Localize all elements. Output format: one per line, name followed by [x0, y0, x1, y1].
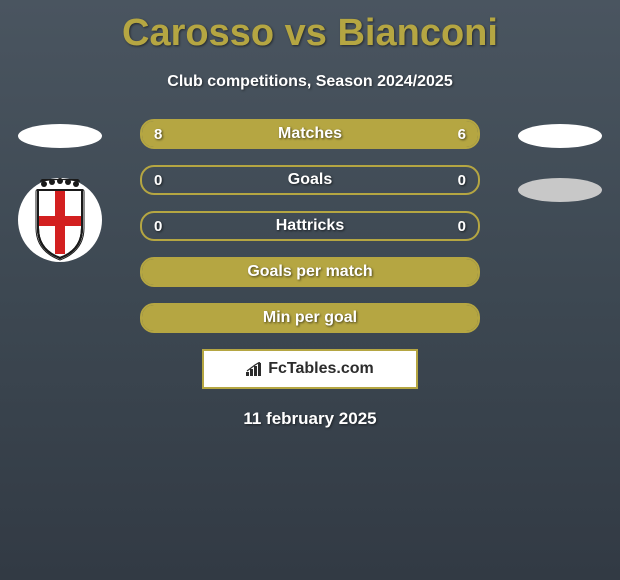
- stat-value-left: 0: [154, 218, 162, 235]
- stat-row-hattricks: 0 Hattricks 0: [140, 211, 480, 241]
- stat-label: Min per goal: [263, 309, 357, 327]
- player-ellipse-right-2: [518, 178, 602, 202]
- stat-value-right: 0: [458, 172, 466, 189]
- stat-value-left: 0: [154, 172, 162, 189]
- team-badge-icon: [18, 178, 102, 262]
- logo-text: FcTables.com: [268, 360, 374, 378]
- stat-row-min-per-goal: Min per goal: [140, 303, 480, 333]
- stat-value-right: 6: [458, 126, 466, 143]
- chart-icon: [246, 362, 264, 376]
- player-ellipse-right-1: [518, 124, 602, 148]
- page-subtitle: Club competitions, Season 2024/2025: [0, 73, 620, 91]
- stat-label: Goals: [288, 171, 332, 189]
- date-label: 11 february 2025: [0, 409, 620, 429]
- fctables-logo: FcTables.com: [202, 349, 418, 389]
- stat-row-matches: 8 Matches 6: [140, 119, 480, 149]
- stat-value-left: 8: [154, 126, 162, 143]
- stat-row-goals: 0 Goals 0: [140, 165, 480, 195]
- stat-row-goals-per-match: Goals per match: [140, 257, 480, 287]
- player-ellipse-left-1: [18, 124, 102, 148]
- stat-value-right: 0: [458, 218, 466, 235]
- stat-label: Matches: [278, 125, 342, 143]
- page-title: Carosso vs Bianconi: [0, 0, 620, 55]
- stat-label: Goals per match: [247, 263, 372, 281]
- stats-container: 8 Matches 6 0 Goals 0 0 Hattricks 0 Goal…: [140, 119, 480, 333]
- stat-label: Hattricks: [276, 217, 344, 235]
